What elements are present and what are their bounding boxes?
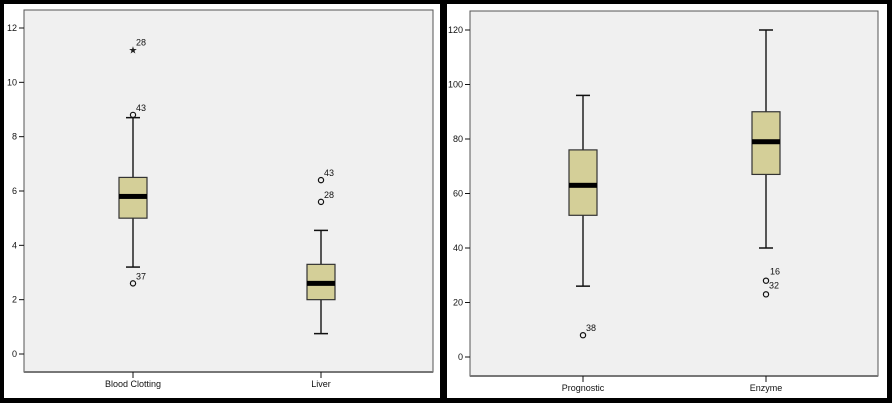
outlier-circle-icon	[762, 291, 770, 298]
y-tick-label: 4	[12, 240, 17, 250]
y-tick-label: 10	[7, 77, 17, 87]
box-blood-clotting: 43 37 ★28	[118, 38, 148, 287]
box-prognostic: 38	[568, 94, 598, 339]
y-tick-label: 60	[453, 189, 463, 199]
y-tick-label: 12	[7, 23, 17, 33]
median-line	[752, 139, 780, 145]
outlier-circle-icon	[317, 198, 325, 206]
outlier-label: 16	[770, 267, 780, 277]
y-tick-label: 40	[453, 243, 463, 253]
box-liver: 43 28	[306, 168, 336, 335]
y-tick-label: 80	[453, 134, 463, 144]
y-tick-label: 0	[458, 352, 463, 362]
chart-panel-right: 0 20 40 60 80 100 120 38 Prognostic 16 32 Enzyme	[447, 4, 887, 398]
median-line	[569, 182, 597, 188]
outlier-label: 32	[769, 280, 779, 290]
outlier-circle-icon	[129, 111, 137, 119]
outlier-label: 43	[324, 168, 334, 178]
median-line	[119, 193, 147, 199]
outlier-label: 38	[586, 323, 596, 333]
category-label: Liver	[311, 379, 331, 389]
outlier-label: 37	[136, 271, 146, 281]
outlier-circle-icon	[317, 176, 325, 184]
y-tick-label: 6	[12, 186, 17, 196]
plot-area	[23, 9, 434, 373]
y-tick-label: 20	[453, 298, 463, 308]
y-tick-label: 100	[448, 80, 463, 90]
category-label: Prognostic	[562, 383, 605, 393]
plot-area	[469, 10, 879, 377]
median-line	[307, 280, 335, 286]
outlier-label: 28	[324, 190, 334, 200]
category-label: Blood Clotting	[105, 379, 161, 389]
chart-panel-left: 0 2 4 6 8 10 12 43 37 ★ 28 Blood Clotting 43 28 Liver	[4, 4, 440, 398]
iqr-box	[568, 149, 598, 216]
y-tick-label: 8	[12, 132, 17, 142]
outlier-circle-icon	[129, 280, 137, 287]
outlier-circle-icon	[762, 277, 770, 284]
outlier-label: 28	[136, 38, 146, 48]
outlier-circle-icon	[579, 332, 587, 339]
outlier-label: 43	[136, 103, 146, 113]
outlier-star-icon: ★	[129, 46, 138, 57]
y-tick-label: 2	[12, 295, 17, 305]
category-label: Enzyme	[750, 383, 783, 393]
y-tick-label: 0	[12, 349, 17, 359]
y-tick-label: 120	[448, 25, 463, 35]
